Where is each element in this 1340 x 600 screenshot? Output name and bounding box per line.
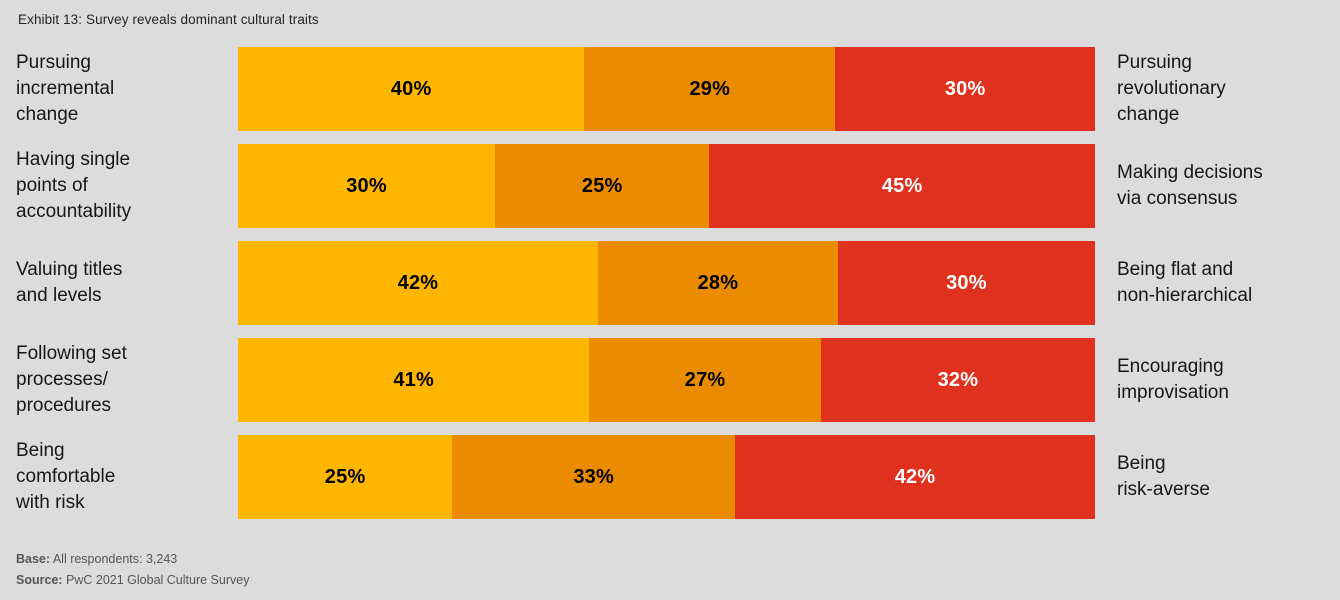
bar-segment: 42% [735, 435, 1095, 519]
exhibit-title: Exhibit 13: Survey reveals dominant cult… [18, 12, 319, 27]
stacked-bar: 40% 29% 30% [238, 47, 1096, 131]
chart-row: Being comfortable with risk 25% 33% 42% Bein… [0, 435, 1340, 519]
bar-segment: 33% [452, 435, 736, 519]
right-trait-label: Being flat and non-hierarchical [1117, 259, 1253, 306]
bar-segment: 30% [835, 47, 1096, 131]
left-trait-label: Being comfortable with risk [16, 440, 116, 513]
chart-row: Valuing titles and levels 42% 28% 30% Being … [0, 241, 1340, 325]
source-text: PwC 2021 Global Culture Survey [62, 573, 250, 587]
stacked-bar-chart: Pursuing incremental change 40% 29% 30% Purs… [0, 47, 1340, 532]
right-trait-label: Pursuing revolutionary change [1117, 52, 1226, 125]
chart-row: Pursuing incremental change 40% 29% 30% Purs… [0, 47, 1340, 131]
base-text: All respondents: 3,243 [50, 552, 178, 566]
bar-segment: 45% [709, 144, 1095, 228]
left-trait-label: Pursuing incremental change [16, 52, 115, 125]
bar-segment: 27% [589, 338, 821, 422]
left-trait-label: Having single points of accountability [16, 149, 132, 222]
base-label: Base: [16, 552, 51, 566]
stacked-bar: 41% 27% 32% [238, 338, 1095, 422]
source-note: Source: PwC 2021 Global Culture Survey [16, 570, 249, 591]
chart-footnotes: Base: All respondents: 3,243 Source: PwC… [16, 549, 249, 591]
bar-segment: 25% [238, 435, 453, 519]
bar-segment: 32% [820, 338, 1095, 422]
bar-segment: 40% [238, 47, 585, 131]
right-trait-label: Making decisions via consensus [1117, 162, 1263, 209]
bar-segment: 42% [238, 241, 598, 325]
chart-row: Following set processes/ procedures 41% 27… [0, 338, 1340, 422]
left-trait-label: Valuing titles and levels [16, 259, 123, 306]
bar-segment: 29% [584, 47, 836, 131]
right-trait-label: Encouraging improvisation [1117, 356, 1229, 403]
stacked-bar: 25% 33% 42% [238, 435, 1095, 519]
source-label: Source: [16, 573, 63, 587]
stacked-bar: 42% 28% 30% [238, 241, 1095, 325]
bar-segment: 30% [837, 241, 1095, 325]
right-trait-label: Being risk-averse [1117, 453, 1210, 500]
chart-row: Having single points of accountability 30… [0, 144, 1340, 228]
left-trait-label: Following set processes/ procedures [16, 343, 127, 416]
bar-segment: 28% [597, 241, 838, 325]
bar-segment: 41% [238, 338, 590, 422]
bar-segment: 25% [495, 144, 710, 228]
stacked-bar: 30% 25% 45% [238, 144, 1095, 228]
base-note: Base: All respondents: 3,243 [16, 549, 249, 570]
bar-segment: 30% [238, 144, 496, 228]
